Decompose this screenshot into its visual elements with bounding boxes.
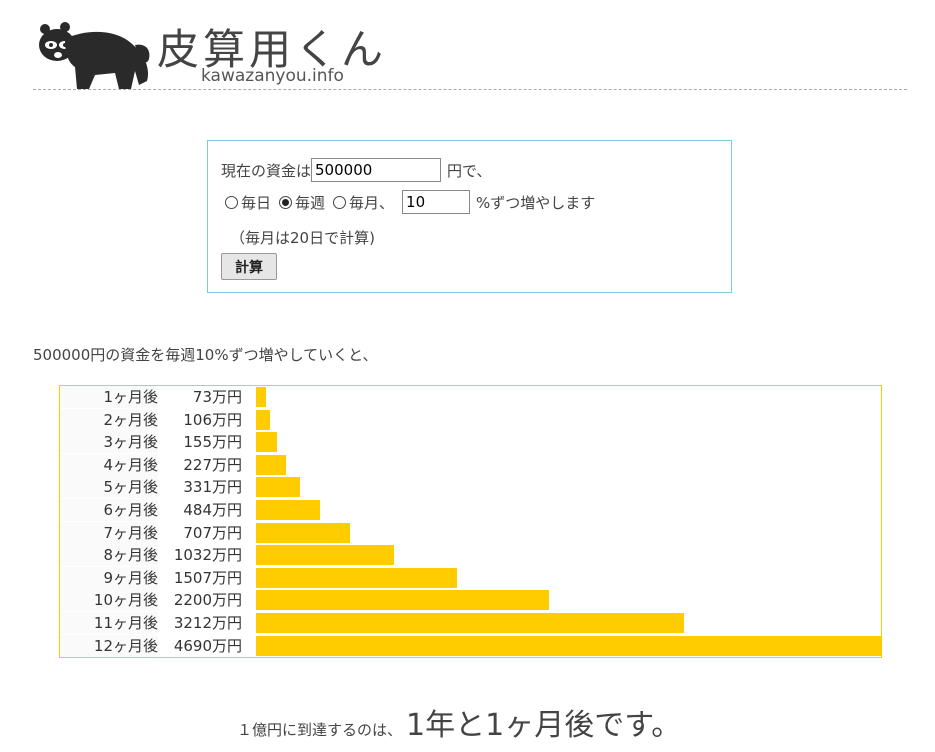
calculate-button[interactable]: 計算 [221, 253, 277, 280]
table-row: 1ヶ月後 73万円 [60, 386, 881, 408]
month-cell: 4ヶ月後 [60, 453, 158, 476]
table-row: 10ヶ月後 2200万円 [60, 589, 881, 612]
conclusion-prefix: １億円に到達するのは、 [237, 721, 403, 739]
growth-bar [256, 567, 457, 588]
month-cell: 6ヶ月後 [60, 499, 158, 521]
yen-label: 円で、 [447, 161, 492, 180]
amount-cell: 484万円 [183, 501, 242, 519]
growth-bar [256, 387, 266, 407]
month-cell: 7ヶ月後 [60, 521, 158, 544]
site-title[interactable]: 皮算用くん [157, 25, 388, 74]
radio-daily[interactable] [225, 195, 238, 209]
amount-cell: 73万円 [192, 388, 242, 406]
month-cell: 8ヶ月後 [60, 544, 158, 567]
month-cell: 3ヶ月後 [60, 431, 158, 454]
month-cell: 10ヶ月後 [60, 589, 158, 612]
table-row: 3ヶ月後 155万円 [60, 431, 881, 454]
month-cell: 2ヶ月後 [60, 408, 158, 431]
rate-input[interactable] [402, 190, 471, 214]
table-row: 12ヶ月後 4690万円 [60, 634, 881, 657]
growth-bar [256, 545, 394, 566]
amount-input[interactable] [311, 158, 442, 182]
radio-weekly[interactable] [279, 195, 293, 209]
monthly-note: （毎月は20日で計算) [230, 229, 375, 247]
growth-bar [256, 613, 684, 633]
amount-cell: 4690万円 [173, 636, 242, 655]
site-url[interactable]: kawazanyou.info [201, 66, 344, 86]
header-divider [33, 89, 907, 90]
radio-weekly-label[interactable]: 毎週 [295, 193, 326, 212]
amount-cell: 1032万円 [173, 546, 242, 565]
amount-cell: 227万円 [183, 455, 242, 474]
amount-cell: 707万円 [183, 523, 242, 542]
table-row: 5ヶ月後 331万円 [60, 476, 881, 499]
month-cell: 1ヶ月後 [60, 386, 158, 408]
site-header: 皮算用くん kawazanyou.info [35, 12, 907, 90]
growth-bar [256, 635, 881, 656]
amount-cell: 155万円 [183, 433, 242, 452]
radio-monthly[interactable] [333, 195, 347, 209]
table-row: 9ヶ月後 1507万円 [60, 566, 881, 589]
growth-bar [256, 500, 320, 520]
amount-cell: 106万円 [183, 410, 242, 429]
month-cell: 12ヶ月後 [60, 634, 158, 657]
radio-daily-label[interactable]: 毎日 [241, 193, 272, 212]
amount-cell: 3212万円 [173, 614, 242, 632]
amount-label: 現在の資金は [221, 161, 312, 180]
growth-bar [256, 477, 300, 498]
table-row: 4ヶ月後 227万円 [60, 453, 881, 476]
growth-table: 1ヶ月後 73万円 2ヶ月後 106万円 3ヶ月後 155万円 4ヶ月後 227万円 5ヶ月後 3… [59, 385, 882, 658]
month-cell: 9ヶ月後 [60, 566, 158, 589]
growth-bar [256, 409, 270, 430]
month-cell: 11ヶ月後 [60, 612, 158, 634]
table-row: 6ヶ月後 484万円 [60, 499, 881, 521]
growth-bar [256, 522, 350, 543]
table-row: 8ヶ月後 1032万円 [60, 544, 881, 567]
growth-bar [256, 454, 286, 475]
amount-cell: 2200万円 [173, 591, 242, 610]
growth-bar [256, 432, 277, 453]
amount-cell: 331万円 [183, 478, 242, 497]
growth-bar [256, 590, 549, 611]
tanuki-icon[interactable] [35, 15, 153, 91]
table-row: 11ヶ月後 3212万円 [60, 612, 881, 634]
month-cell: 5ヶ月後 [60, 476, 158, 499]
conclusion: １億円に到達するのは、 1年と1ヶ月後です。 [237, 700, 681, 744]
frequency-row: 毎日 毎週 毎月、 %ずつ増やします [225, 190, 595, 214]
radio-monthly-label[interactable]: 毎月、 [349, 193, 395, 212]
calculator-form: 現在の資金は 円で、 毎日 毎週 毎月、 %ずつ増やします （毎月は20日で計算… [207, 140, 732, 293]
result-sentence: 500000円の資金を毎週10%ずつ増やしていくと、 [33, 346, 378, 364]
table-row: 7ヶ月後 707万円 [60, 521, 881, 544]
amount-cell: 1507万円 [173, 568, 242, 587]
amount-row: 現在の資金は 円で、 [221, 158, 491, 182]
table-row: 2ヶ月後 106万円 [60, 408, 881, 431]
conclusion-result: 1年と1ヶ月後です。 [406, 708, 682, 743]
rate-suffix: %ずつ増やします [476, 193, 596, 212]
